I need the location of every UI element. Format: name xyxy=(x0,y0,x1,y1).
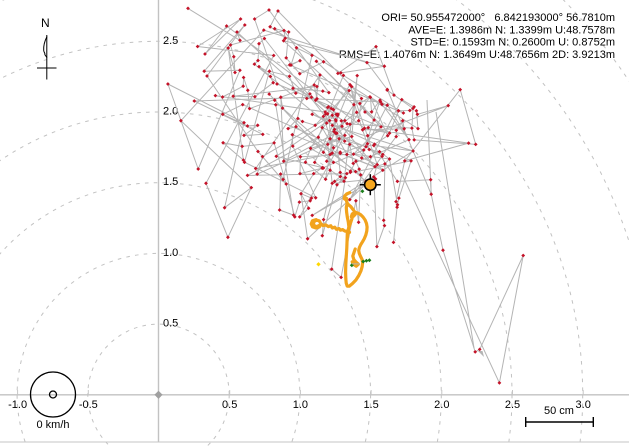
svg-text:2.0: 2.0 xyxy=(163,106,178,118)
svg-text:1.0: 1.0 xyxy=(293,399,308,411)
svg-text:AVE=E: 1.3986m N: 1.3399m U:48: AVE=E: 1.3986m N: 1.3399m U:48.7578m xyxy=(408,24,615,36)
svg-text:1.0: 1.0 xyxy=(163,247,178,259)
svg-text:1.5: 1.5 xyxy=(163,176,178,188)
svg-text:2.5: 2.5 xyxy=(505,399,520,411)
svg-text:0.5: 0.5 xyxy=(163,318,178,330)
svg-text:0.5: 0.5 xyxy=(222,399,237,411)
svg-text:RMS=E: 1.4076m N: 1.3649m U:48: RMS=E: 1.4076m N: 1.3649m U:48.7656m 2D:… xyxy=(339,49,615,61)
svg-text:N: N xyxy=(41,16,50,30)
svg-text:2.5: 2.5 xyxy=(163,35,178,47)
svg-text:-0.5: -0.5 xyxy=(79,399,98,411)
svg-text:1.5: 1.5 xyxy=(363,399,378,411)
svg-text:3.0: 3.0 xyxy=(576,399,591,411)
svg-text:STD=E: 0.1593m N: 0.2600m U: 0: STD=E: 0.1593m N: 0.2600m U: 0.8752m xyxy=(410,37,615,49)
svg-text:0 km/h: 0 km/h xyxy=(36,419,69,431)
svg-text:ORI= 50.955472000° 6.8421930: ORI= 50.955472000° 6.842193000° 56.7810m xyxy=(381,12,615,24)
svg-text:50 cm: 50 cm xyxy=(544,405,574,417)
svg-text:-1.0: -1.0 xyxy=(8,399,27,411)
svg-text:2.0: 2.0 xyxy=(434,399,449,411)
